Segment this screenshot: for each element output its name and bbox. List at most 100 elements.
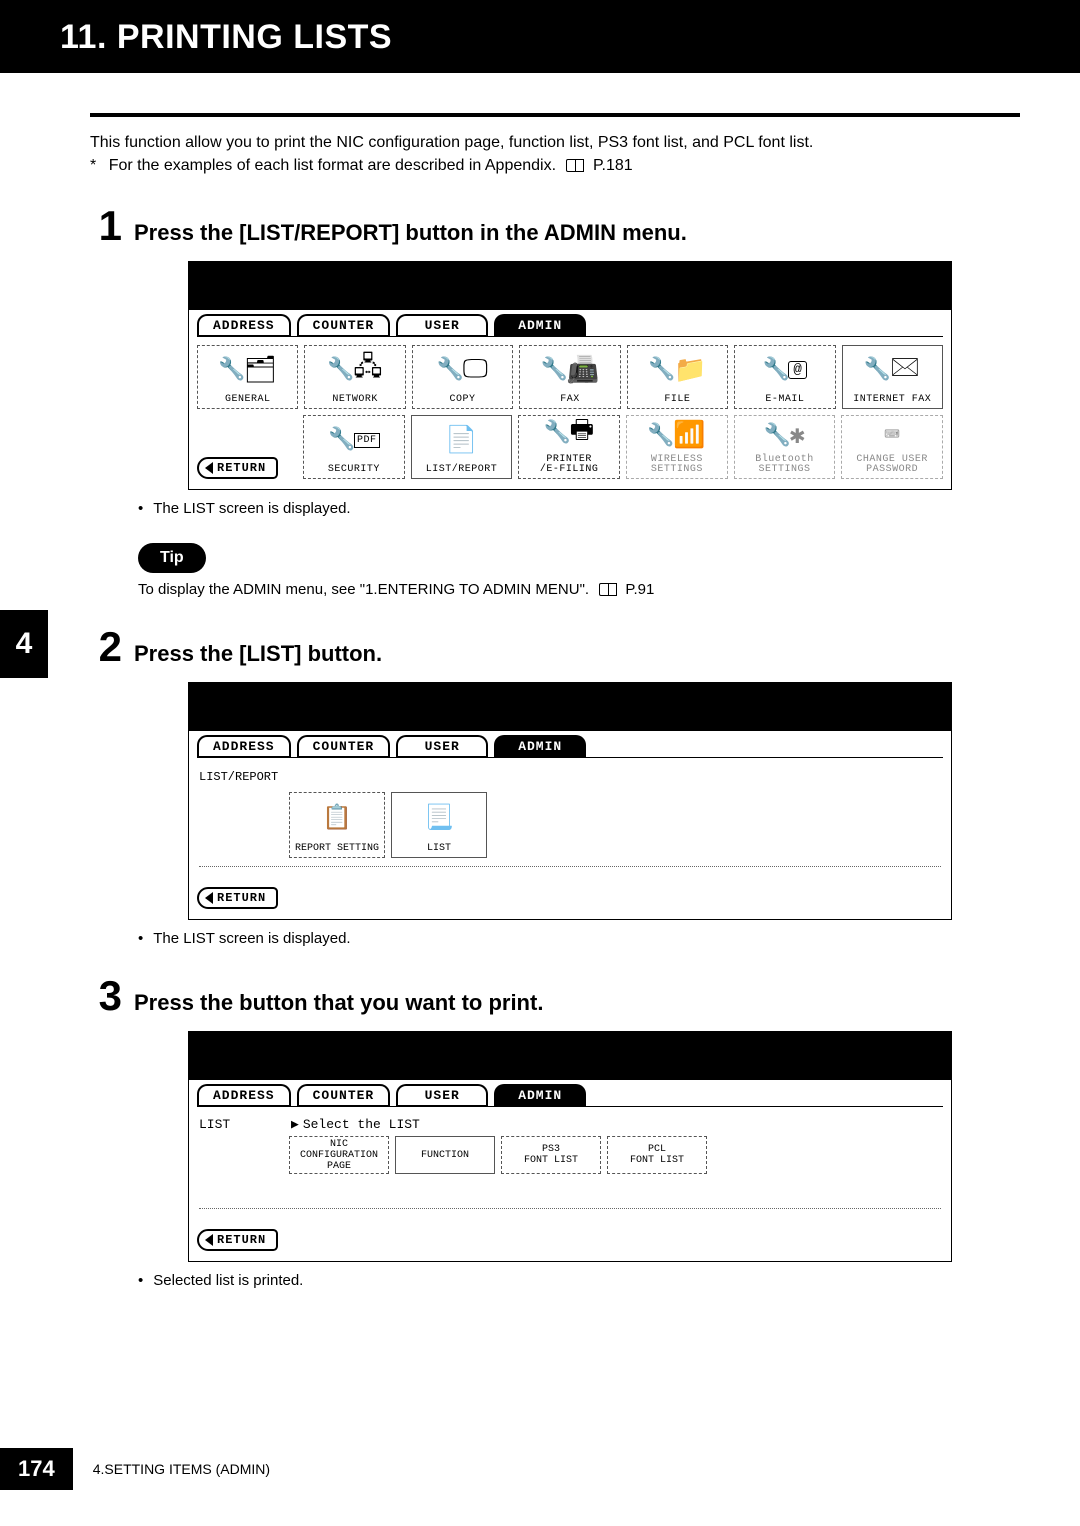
tip-badge: Tip xyxy=(138,543,206,573)
btn-file[interactable]: 🔧📁 FILE xyxy=(627,345,728,409)
wrench-icon: 🔧 xyxy=(544,420,572,446)
step-1-title: Press the [LIST/REPORT] button in the AD… xyxy=(134,220,687,246)
step-2-title: Press the [LIST] button. xyxy=(134,641,382,667)
screenshot-header-bar xyxy=(189,1032,951,1080)
btn-bluetooth[interactable]: 🔧✱ Bluetooth SETTINGS xyxy=(734,415,836,479)
wrench-icon: 🔧 xyxy=(762,357,790,383)
tab-admin[interactable]: ADMIN xyxy=(494,314,586,336)
listreport-icon: 📄 xyxy=(445,425,478,456)
btn-fax-label: FAX xyxy=(560,394,580,405)
btn-bluetooth-label: Bluetooth SETTINGS xyxy=(755,455,814,475)
btn-general-label: GENERAL xyxy=(225,394,271,405)
step-1: 1 Press the [LIST/REPORT] button in the … xyxy=(90,205,1020,517)
btn-security[interactable]: 🔧PDF SECURITY xyxy=(303,415,405,479)
wrench-icon: 🔧 xyxy=(647,423,675,449)
copy-icon: 🖵 xyxy=(463,355,489,385)
btn-network-label: NETWORK xyxy=(332,394,378,405)
btn-list-label: LIST xyxy=(427,843,451,854)
fax-icon: 📠 xyxy=(567,355,600,386)
btn-change-password[interactable]: ⌨ CHANGE USER PASSWORD xyxy=(841,415,943,479)
step-1-number: 1 xyxy=(90,205,122,247)
prompt-text: Select the LIST xyxy=(303,1117,420,1132)
screenshot-header-bar xyxy=(189,683,951,731)
btn-nic-config[interactable]: NIC CONFIGURATION PAGE xyxy=(289,1136,389,1174)
return-button[interactable]: RETURN xyxy=(197,887,278,909)
step-3-note: Selected list is printed. xyxy=(138,1272,1020,1289)
tip-page-ref: P.91 xyxy=(625,581,654,598)
list-icon: 📃 xyxy=(424,793,454,843)
arrow-icon: ▶ xyxy=(291,1117,299,1132)
btn-file-label: FILE xyxy=(664,394,690,405)
footer-text: 4.SETTING ITEMS (ADMIN) xyxy=(93,1461,270,1477)
btn-pcl-font[interactable]: PCL FONT LIST xyxy=(607,1136,707,1174)
top-rule xyxy=(90,113,1020,117)
btn-email-label: E-MAIL xyxy=(765,394,804,405)
btn-report-setting-label: REPORT SETTING xyxy=(295,843,379,854)
tab-admin[interactable]: ADMIN xyxy=(494,735,586,757)
intro-text: This function allow you to print the NIC… xyxy=(90,131,1020,177)
btn-general[interactable]: 🔧🗂 GENERAL xyxy=(197,345,298,409)
btn-report-setting[interactable]: 📋 REPORT SETTING xyxy=(289,792,385,858)
screenshot-2: ADDRESS COUNTER USER ADMIN LIST/REPORT 📋… xyxy=(188,682,952,920)
tab-user[interactable]: USER xyxy=(396,735,488,757)
step-3-number: 3 xyxy=(90,975,122,1017)
book-icon xyxy=(566,159,584,172)
intro-page-ref: P.181 xyxy=(593,157,633,174)
tab-admin[interactable]: ADMIN xyxy=(494,1084,586,1106)
tab-user[interactable]: USER xyxy=(396,1084,488,1106)
step-2: 2 Press the [LIST] button. ADDRESS COUNT… xyxy=(90,626,1020,947)
wrench-icon: 🔧 xyxy=(328,427,356,453)
return-button[interactable]: RETURN xyxy=(197,1229,278,1251)
btn-wireless[interactable]: 🔧📶 WIRELESS SETTINGS xyxy=(626,415,728,479)
password-icon: ⌨ xyxy=(884,420,900,451)
network-icon: 🖧 xyxy=(353,348,383,392)
btn-list[interactable]: 📃 LIST xyxy=(391,792,487,858)
btn-printer-label: PRINTER /E-FILING xyxy=(540,455,599,475)
wrench-icon: 🔧 xyxy=(218,357,246,383)
btn-ps3-font[interactable]: PS3 FONT LIST xyxy=(501,1136,601,1174)
step-2-note: The LIST screen is displayed. xyxy=(138,930,1020,947)
btn-internet-fax[interactable]: 🔧🖂 INTERNET FAX xyxy=(842,345,943,409)
btn-printer-efiling[interactable]: 🔧🖶 PRINTER /E-FILING xyxy=(518,415,620,479)
screenshot-1: ADDRESS COUNTER USER ADMIN 🔧🗂 GENERAL 🔧🖧 xyxy=(188,261,952,490)
intro-line2: For the examples of each list format are… xyxy=(109,157,556,174)
btn-ifax-label: INTERNET FAX xyxy=(853,394,931,405)
wrench-icon: 🔧 xyxy=(864,357,892,383)
pdf-icon: PDF xyxy=(354,433,380,448)
btn-wireless-label: WIRELESS SETTINGS xyxy=(651,455,703,475)
wrench-icon: 🔧 xyxy=(541,357,569,383)
tab-counter[interactable]: COUNTER xyxy=(297,735,391,757)
step-1-note: The LIST screen is displayed. xyxy=(138,500,1020,517)
step-2-number: 2 xyxy=(90,626,122,668)
wrench-icon: 🔧 xyxy=(437,357,465,383)
book-icon xyxy=(599,583,617,596)
btn-email[interactable]: 🔧@ E-MAIL xyxy=(734,345,835,409)
btn-listreport-label: LIST/REPORT xyxy=(426,464,498,475)
tab-address[interactable]: ADDRESS xyxy=(197,735,291,757)
file-icon: 📁 xyxy=(674,355,707,386)
screenshot-header-bar xyxy=(189,262,951,310)
tab-address[interactable]: ADDRESS xyxy=(197,1084,291,1106)
tab-counter[interactable]: COUNTER xyxy=(297,1084,391,1106)
btn-list-report[interactable]: 📄 LIST/REPORT xyxy=(411,415,513,479)
breadcrumb-label: LIST/REPORT xyxy=(197,766,943,786)
tab-address[interactable]: ADDRESS xyxy=(197,314,291,336)
return-button[interactable]: RETURN xyxy=(197,457,278,479)
btn-security-label: SECURITY xyxy=(328,464,380,475)
btn-fax[interactable]: 🔧📠 FAX xyxy=(519,345,620,409)
asterisk: * xyxy=(90,157,96,174)
btn-copy-label: COPY xyxy=(450,394,476,405)
wireless-icon: 📶 xyxy=(673,420,706,451)
email-icon: @ xyxy=(788,361,807,379)
tab-user[interactable]: USER xyxy=(396,314,488,336)
screenshot-3: ADDRESS COUNTER USER ADMIN LIST ▶ Select… xyxy=(188,1031,952,1262)
btn-network[interactable]: 🔧🖧 NETWORK xyxy=(304,345,405,409)
page-number: 174 xyxy=(0,1448,73,1490)
step-3-title: Press the button that you want to print. xyxy=(134,990,543,1016)
btn-copy[interactable]: 🔧🖵 COPY xyxy=(412,345,513,409)
btn-password-label: CHANGE USER PASSWORD xyxy=(856,455,928,475)
btn-function[interactable]: FUNCTION xyxy=(395,1136,495,1174)
tab-counter[interactable]: COUNTER xyxy=(297,314,391,336)
general-icon: 🗂 xyxy=(244,355,278,386)
page-footer: 174 4.SETTING ITEMS (ADMIN) xyxy=(0,1448,1080,1490)
